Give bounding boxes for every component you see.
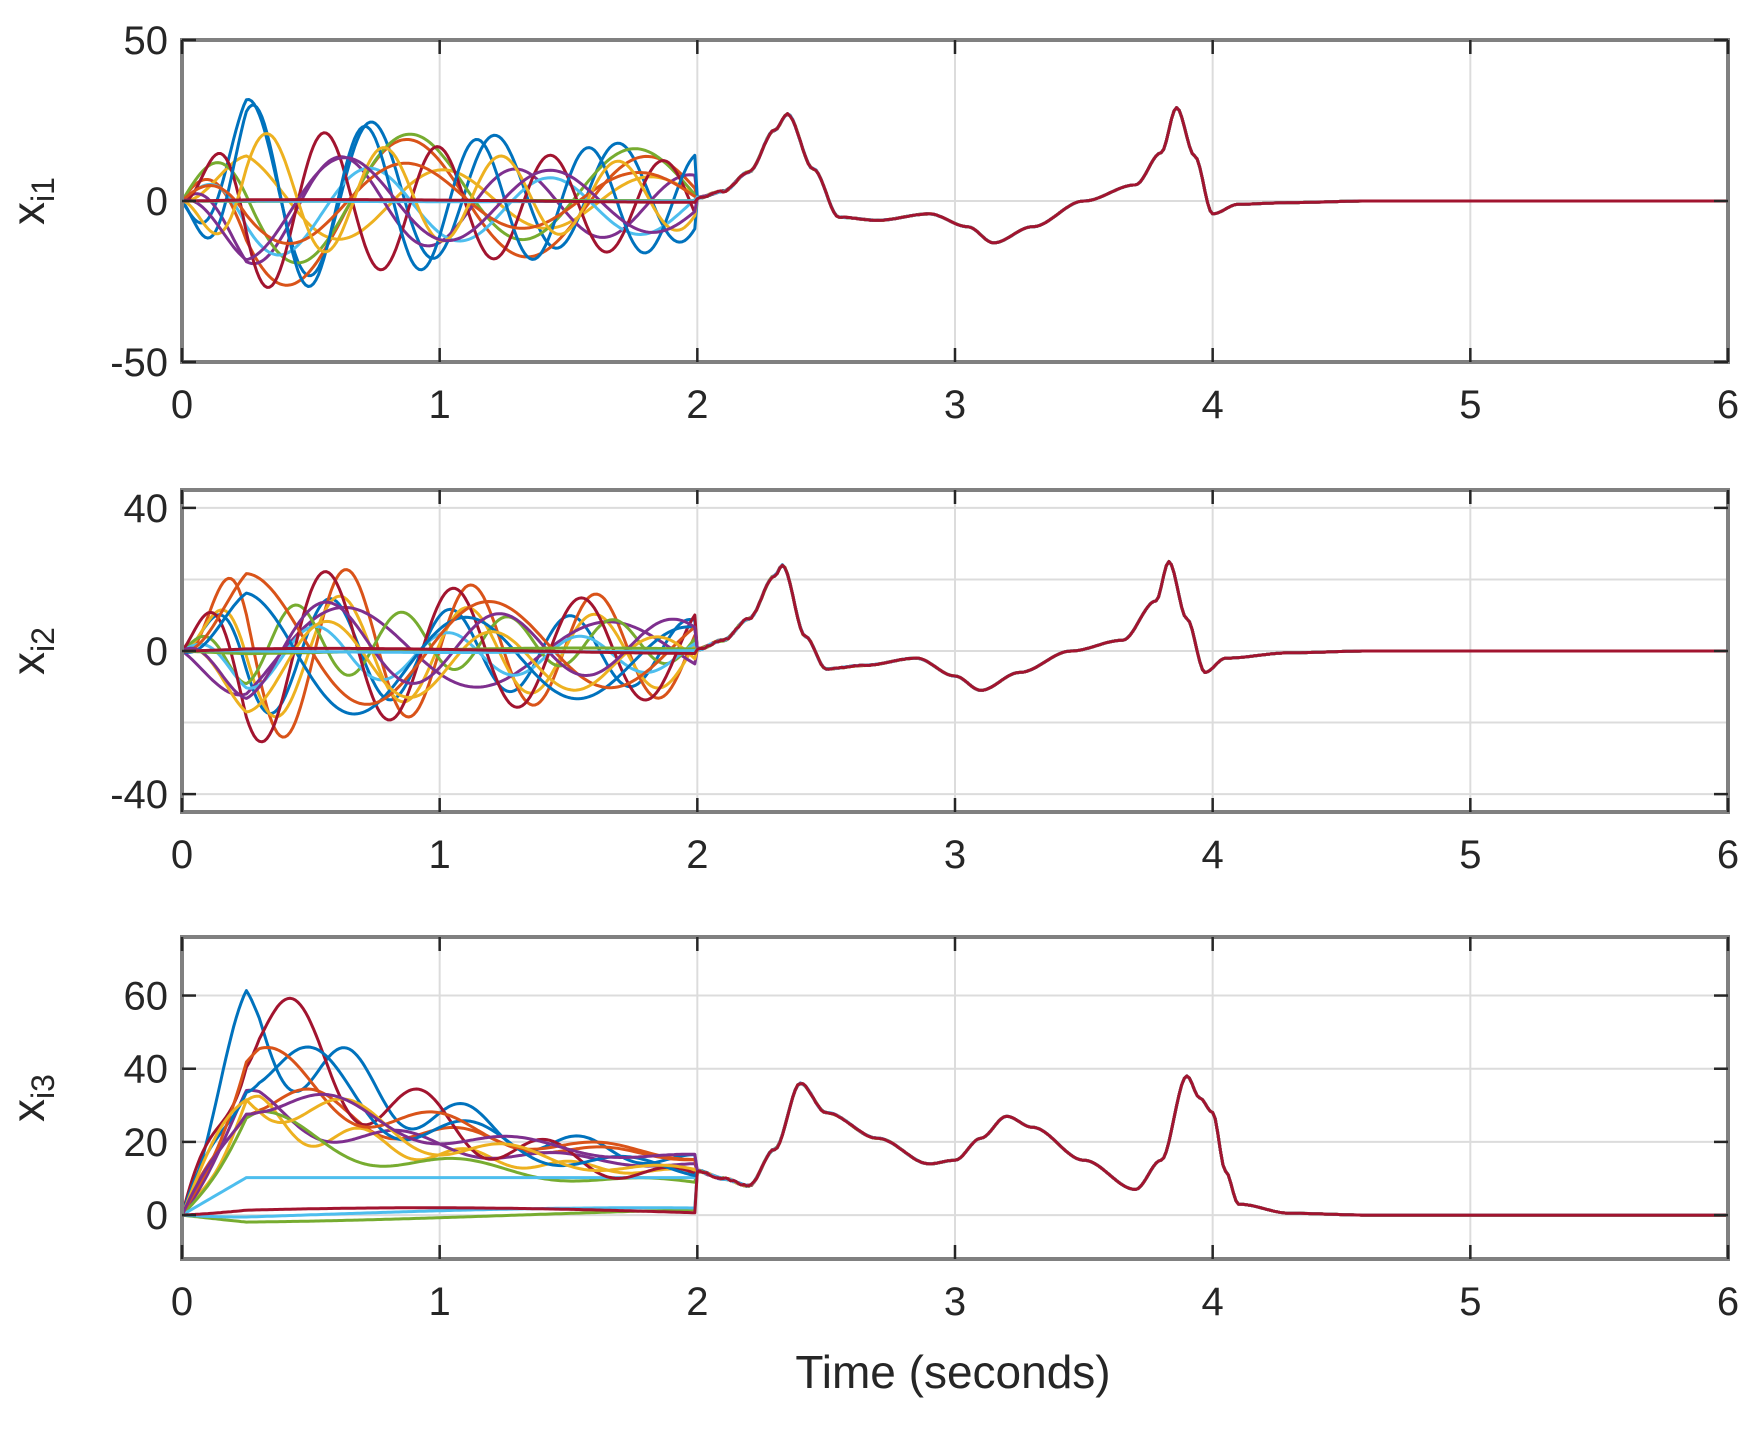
x-tick-label: 2 [686, 383, 708, 427]
y-axis-label-xi2: xi2 [2, 627, 61, 675]
agent-trajectory-14 [180, 106, 1730, 245]
y-tick-label: 20 [124, 1121, 169, 1165]
y-tick-label: -50 [110, 341, 168, 385]
x-tick-label: 6 [1717, 833, 1739, 877]
y-tick-label: 50 [124, 19, 169, 63]
x-tick-label: 4 [1202, 833, 1224, 877]
y-axis-label-xi3: xi3 [2, 1074, 61, 1122]
y-tick-label: -40 [110, 773, 168, 817]
x-tick-label: 0 [171, 1280, 193, 1324]
agent-trajectory-14 [180, 560, 1730, 692]
x-tick-label: 5 [1459, 833, 1481, 877]
x-tick-label: 1 [429, 833, 451, 877]
x-tick-label: 3 [944, 383, 966, 427]
x-tick-label: 4 [1202, 383, 1224, 427]
x-tick-label: 2 [686, 1280, 708, 1324]
x-tick-label: 3 [944, 833, 966, 877]
y-tick-label: 0 [146, 1194, 168, 1238]
x-tick-label: 0 [171, 383, 193, 427]
x-tick-label: 3 [944, 1280, 966, 1324]
x-tick-label: 0 [171, 833, 193, 877]
series-lines-xi2 [180, 560, 1730, 744]
agent-trajectory-14 [180, 1074, 1730, 1217]
x-tick-label: 5 [1459, 383, 1481, 427]
y-tick-label: 60 [124, 975, 169, 1019]
x-tick-label: 1 [429, 383, 451, 427]
x-tick-label: 5 [1459, 1280, 1481, 1324]
y-tick-label: 0 [146, 630, 168, 674]
y-tick-label: 40 [124, 1048, 169, 1092]
x-tick-label: 4 [1202, 1280, 1224, 1324]
y-axis-label-xi1: xi1 [2, 177, 61, 225]
x-tick-label: 6 [1717, 1280, 1739, 1324]
x-tick-label: 2 [686, 833, 708, 877]
x-tick-label: 1 [429, 1280, 451, 1324]
series-lines-xi1 [180, 98, 1730, 289]
y-tick-label: 40 [124, 487, 169, 531]
x-axis-title: Time (seconds) [795, 1346, 1110, 1398]
x-tick-label: 6 [1717, 383, 1739, 427]
y-tick-label: 0 [146, 180, 168, 224]
series-lines-xi3 [180, 989, 1730, 1224]
